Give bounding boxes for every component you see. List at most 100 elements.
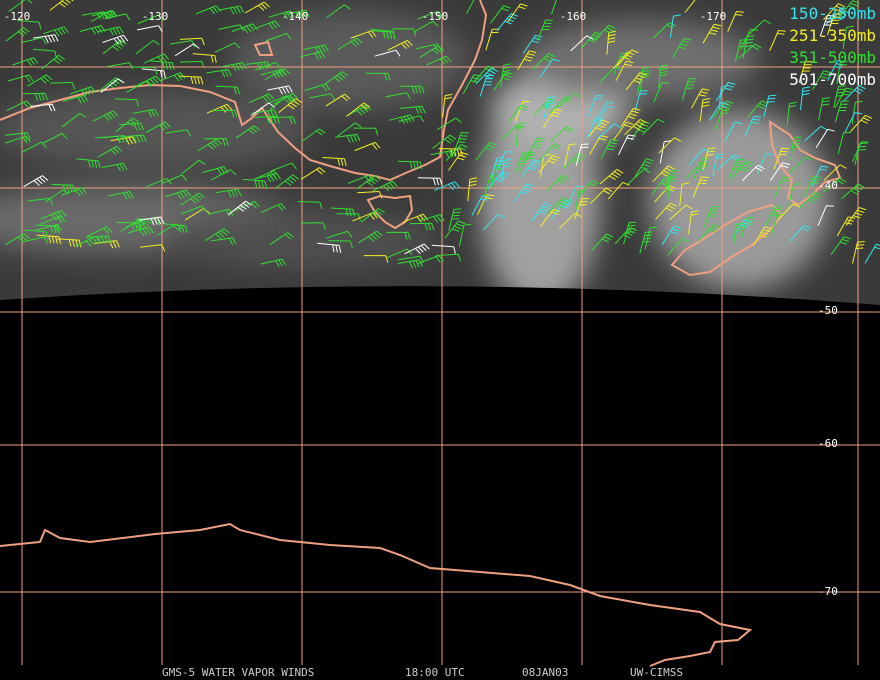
wind-barb xyxy=(220,62,247,72)
wind-barb xyxy=(741,164,765,181)
wind-barb xyxy=(146,177,172,188)
wind-barb xyxy=(692,176,709,198)
wind-barb xyxy=(655,202,678,220)
wind-barb xyxy=(51,183,76,193)
wind-barb xyxy=(850,114,873,132)
wind-barb xyxy=(397,259,423,269)
wind-barb xyxy=(337,122,362,137)
wind-barb xyxy=(235,125,261,139)
wind-barb xyxy=(854,142,868,166)
wind-barb xyxy=(580,31,603,50)
wind-barb xyxy=(667,238,689,256)
wind-barb xyxy=(574,198,590,220)
wind-barb xyxy=(493,71,514,91)
wind-barb xyxy=(116,221,142,231)
wind-barb xyxy=(22,236,49,244)
wind-barb xyxy=(326,4,351,19)
wind-barb xyxy=(448,208,462,231)
footer-text: 18:00 UTC xyxy=(405,666,465,679)
wind-barb xyxy=(365,72,391,81)
wind-barb xyxy=(415,43,442,52)
wind-barb xyxy=(577,180,599,199)
wind-barb xyxy=(150,60,175,70)
wind-barb xyxy=(178,75,204,85)
latitude-label: -70 xyxy=(818,585,838,598)
wind-barb xyxy=(135,75,162,87)
wind-barb xyxy=(40,215,66,225)
wind-barb xyxy=(613,121,634,141)
wind-barb xyxy=(409,222,435,231)
wind-barb xyxy=(811,70,831,90)
wind-barb xyxy=(475,142,497,161)
wind-barb xyxy=(324,71,349,86)
australia-coast xyxy=(0,0,488,182)
wind-barb xyxy=(765,205,783,226)
wind-barb xyxy=(181,205,207,215)
wind-barb xyxy=(539,143,561,161)
wind-barb xyxy=(50,82,76,90)
wind-barb xyxy=(398,115,425,123)
wind-barb xyxy=(542,108,563,129)
wind-barb xyxy=(587,119,610,138)
wind-barb xyxy=(513,183,534,202)
wind-barb xyxy=(500,124,524,141)
wind-barb xyxy=(206,69,232,78)
wind-barb xyxy=(834,100,849,123)
wind-barb xyxy=(620,107,641,127)
latitude-label: -60 xyxy=(818,437,838,450)
wind-barb xyxy=(97,145,123,158)
wind-barb xyxy=(335,133,361,143)
wind-barb xyxy=(466,0,475,14)
wind-barb xyxy=(532,53,556,70)
wind-barb xyxy=(606,30,617,55)
wind-barb xyxy=(245,61,271,70)
wind-barb xyxy=(567,185,584,207)
wind-barb xyxy=(507,104,529,123)
wind-barb xyxy=(836,60,848,85)
wind-barb xyxy=(328,240,353,249)
wind-barb xyxy=(202,166,229,175)
wind-barb xyxy=(93,110,119,122)
longitude-label: -150 xyxy=(422,10,449,23)
wind-barb xyxy=(600,139,619,160)
wind-barb xyxy=(5,27,30,42)
wind-barb xyxy=(22,92,48,101)
wind-barb xyxy=(830,236,852,255)
wind-barb xyxy=(746,100,769,118)
nz-south-coast xyxy=(670,203,784,277)
wind-barb xyxy=(769,30,786,51)
wind-barb xyxy=(212,109,238,118)
wind-barb xyxy=(254,20,280,30)
wind-barb xyxy=(12,57,39,66)
wind-barb xyxy=(712,100,734,119)
wind-barb xyxy=(453,132,469,154)
wind-barb xyxy=(431,244,456,254)
wind-barb xyxy=(100,78,125,93)
wind-barb xyxy=(546,175,569,192)
wind-barb xyxy=(756,153,773,175)
wind-barb xyxy=(837,131,851,155)
wind-barb xyxy=(514,152,530,174)
wind-barb xyxy=(773,147,790,170)
wind-barb xyxy=(8,0,33,13)
wind-barb xyxy=(852,241,865,264)
wind-barb xyxy=(398,160,423,170)
footer: GMS-5 WATER VAPOR WINDS 18:00 UTC 08JAN03 U… xyxy=(162,666,683,679)
wind-barb xyxy=(385,92,411,100)
wind-barb xyxy=(712,153,724,177)
wind-barb xyxy=(210,237,237,246)
wind-barb xyxy=(539,58,560,78)
wind-barb xyxy=(747,19,771,36)
wind-barb xyxy=(418,214,445,223)
wind-barb xyxy=(715,81,736,102)
wind-barb xyxy=(627,168,651,185)
footer-text: UW-CIMSS xyxy=(630,666,683,679)
wind-barb xyxy=(248,93,275,104)
wind-barb xyxy=(118,122,145,131)
wind-barb xyxy=(33,34,59,44)
wind-barb xyxy=(436,117,462,131)
wind-barb xyxy=(125,218,152,229)
wind-barb xyxy=(157,223,183,236)
wind-barb xyxy=(354,141,381,151)
wind-barb xyxy=(269,232,294,246)
